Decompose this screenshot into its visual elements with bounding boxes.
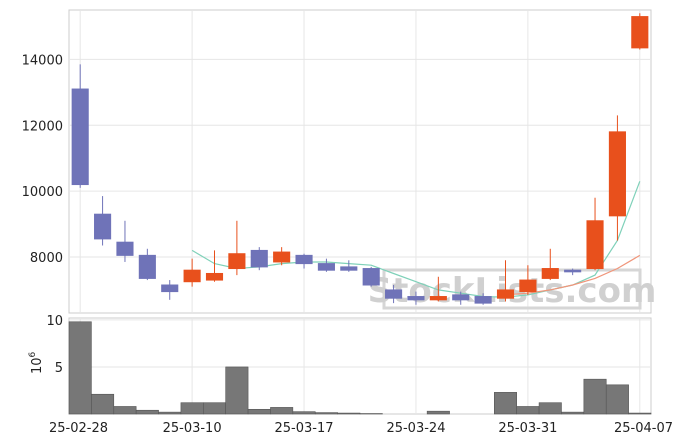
candle xyxy=(295,253,313,269)
candle xyxy=(407,291,425,305)
candle xyxy=(564,268,582,276)
candle xyxy=(340,260,358,272)
axis-labels: 8000 10000 12000 14000 5 10 25-02-28 25-03-10 25… xyxy=(22,53,673,436)
volume-bar xyxy=(113,406,137,415)
candle xyxy=(273,247,291,266)
candle-body xyxy=(429,296,447,301)
candle-body xyxy=(161,284,179,293)
volume-bar xyxy=(605,384,629,415)
volume-unit-label: 106 xyxy=(28,351,45,374)
candle xyxy=(317,258,335,272)
candle xyxy=(161,280,179,300)
volume-bars xyxy=(68,321,652,415)
candle xyxy=(385,285,403,304)
y-tick-label: 8000 xyxy=(30,251,63,266)
x-tick-label: 25-03-24 xyxy=(386,421,445,436)
candle xyxy=(362,266,380,287)
volume-unit-exponent: 6 xyxy=(28,351,38,357)
price-panel-frame xyxy=(68,9,652,314)
volume-bar xyxy=(203,402,226,415)
candle xyxy=(228,220,246,276)
candle-body xyxy=(452,294,470,301)
candle-body xyxy=(295,254,313,265)
y-tick-label: 12000 xyxy=(22,119,63,134)
candle-body xyxy=(228,253,246,270)
candle-body xyxy=(116,241,134,256)
volume-bar xyxy=(494,392,517,415)
volume-bar xyxy=(68,321,92,415)
volume-bar xyxy=(314,412,338,415)
volume-bar xyxy=(135,409,159,415)
candle xyxy=(541,248,559,281)
candle-body xyxy=(273,251,291,263)
candle xyxy=(452,291,470,305)
candle xyxy=(429,276,447,302)
candle-body xyxy=(362,268,380,286)
candle-body xyxy=(519,279,537,293)
volume-bar xyxy=(628,412,652,415)
volume-bar xyxy=(561,411,585,415)
candle xyxy=(205,250,224,282)
volume-bar xyxy=(292,411,316,415)
volume-bar xyxy=(158,411,182,415)
candle xyxy=(71,64,89,188)
volume-tick-label: 10 xyxy=(46,314,63,329)
volume-bar xyxy=(426,410,450,415)
candle xyxy=(519,265,537,295)
volume-bar xyxy=(583,378,607,415)
candle xyxy=(94,196,112,246)
grid-lines xyxy=(69,10,651,414)
candle-body xyxy=(340,266,358,271)
volume-bar xyxy=(225,366,249,415)
volume-bar xyxy=(91,393,115,415)
candle-body xyxy=(205,272,224,281)
candle-body xyxy=(586,220,604,270)
y-tick-label: 10000 xyxy=(22,185,63,200)
candle-body xyxy=(541,268,559,279)
candle-body xyxy=(250,249,268,268)
candle xyxy=(250,247,268,271)
candle-body xyxy=(564,269,582,273)
candle xyxy=(631,13,649,50)
candle xyxy=(608,115,626,241)
candle xyxy=(586,197,604,271)
volume-bar xyxy=(180,402,204,415)
volume-bar xyxy=(337,412,361,415)
x-tick-label: 25-04-07 xyxy=(614,421,673,436)
x-tick-label: 25-03-31 xyxy=(498,421,557,436)
candle-body xyxy=(496,289,515,299)
candle-body xyxy=(608,131,626,217)
volume-bar xyxy=(516,406,540,415)
x-tick-label: 25-02-28 xyxy=(49,421,108,436)
candle-body xyxy=(631,16,649,49)
candle-body xyxy=(94,213,112,240)
candle xyxy=(116,220,134,262)
candle-body xyxy=(474,296,492,304)
volume-panel-frame xyxy=(68,317,652,415)
volume-bar xyxy=(270,407,294,415)
candle xyxy=(183,258,201,287)
candle-body xyxy=(407,296,425,301)
candles xyxy=(71,13,649,305)
x-tick-label: 25-03-17 xyxy=(275,421,334,436)
y-tick-label: 14000 xyxy=(22,53,63,68)
candle xyxy=(138,248,156,281)
volume-bar xyxy=(247,408,271,415)
candle xyxy=(496,260,515,302)
candle xyxy=(474,293,492,305)
x-tick-label: 25-03-10 xyxy=(163,421,222,436)
volume-bar xyxy=(538,402,562,415)
candle-body xyxy=(71,88,89,186)
candle-body xyxy=(385,289,403,299)
candle-body xyxy=(138,254,156,279)
candle-body xyxy=(183,269,201,283)
volume-tick-label: 5 xyxy=(55,361,63,376)
candle-body xyxy=(317,263,335,271)
